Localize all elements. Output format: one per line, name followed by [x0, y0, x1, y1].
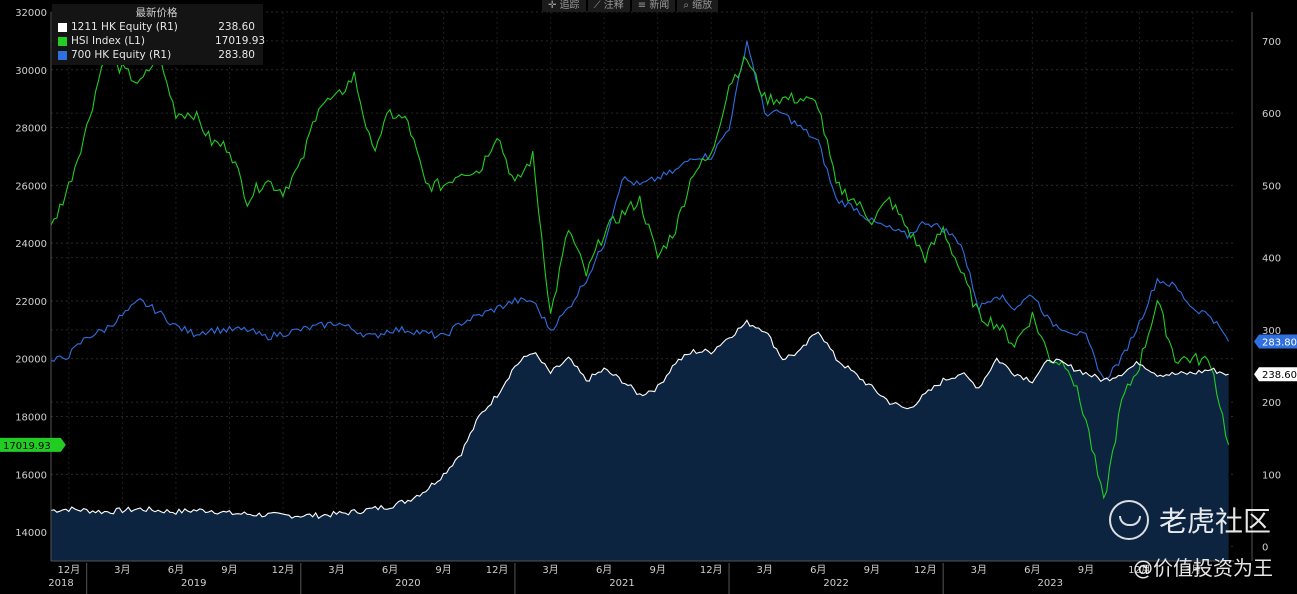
year-label-2020: 2020	[395, 578, 420, 589]
tick-left-28000: 28000	[15, 124, 47, 135]
tick-x-14: 6月	[810, 564, 826, 576]
tick-left-22000: 22000	[15, 297, 47, 308]
tick-left-30000: 30000	[15, 66, 47, 77]
last-tag-hsi-shape	[0, 437, 66, 452]
tick-right-100: 100	[1262, 470, 1281, 481]
tick-left-16000: 16000	[15, 470, 47, 481]
series-lines	[50, 40, 1230, 520]
legend-value-hsi: 17019.93	[215, 35, 266, 47]
tick-x-1: 3月	[114, 564, 130, 576]
year-label-2021: 2021	[609, 578, 634, 589]
tick-x-3: 9月	[221, 564, 237, 576]
legend-swatch-700	[58, 50, 67, 60]
legend: 最新价格 1211 HK Equity (R1) 238.60 HSI Inde…	[52, 4, 266, 65]
area-1211	[51, 320, 1229, 561]
tick-right-0: 0	[1262, 543, 1268, 554]
tiger-logo-icon	[1108, 500, 1149, 540]
tick-right-500: 500	[1262, 181, 1281, 192]
legend-entry-1211[interactable]: 1211 HK Equity (R1) 238.60	[58, 20, 255, 34]
tick-right-600: 600	[1262, 109, 1281, 120]
line-700	[50, 40, 1230, 380]
tick-x-6: 6月	[382, 564, 398, 576]
line-hsi	[50, 52, 1230, 500]
tick-x-9: 3月	[542, 564, 558, 576]
axes: 14000 16000 18000 20000 22000 24000 26000 28000…	[0, 8, 1297, 594]
tick-x-13: 3月	[757, 564, 773, 576]
watermark-handle: @价值投资为王	[1133, 556, 1273, 580]
legend-value-1211: 238.60	[218, 21, 255, 33]
watermark-brand-text: 老虎社区	[1158, 505, 1271, 538]
toolbar-track-button[interactable]: ✛ 追踪	[542, 0, 586, 12]
tick-x-16: 12月	[914, 564, 937, 576]
tick-x-10: 6月	[596, 564, 612, 576]
tick-x-21: 3月	[1185, 564, 1201, 576]
year-label-2019: 2019	[181, 578, 206, 589]
year-label-2023: 2023	[1037, 578, 1062, 589]
toolbar-annotate-button[interactable]: ⟋ 注释	[587, 0, 630, 12]
tick-right-300: 300	[1262, 326, 1281, 337]
tick-left-26000: 26000	[15, 181, 47, 192]
tick-x-8: 12月	[486, 564, 509, 576]
year-label-2022: 2022	[823, 578, 848, 589]
legend-name-1211: 1211 HK Equity (R1)	[71, 21, 178, 33]
line-1211	[50, 319, 1229, 520]
year-label-2018: 2018	[48, 578, 73, 589]
chart-toolbar: ✛ 追踪 ⟋ 注释 ≡ 新闻 ⌕ 缩放	[542, 0, 719, 12]
tick-right-700: 700	[1262, 37, 1281, 48]
last-tag-700-text: 283.80	[1262, 338, 1297, 349]
legend-name-hsi: HSI Index (L1)	[71, 35, 145, 47]
tick-x-15: 9月	[864, 564, 880, 576]
legend-entry-hsi[interactable]: HSI Index (L1) 17019.93	[58, 34, 266, 48]
tick-x-20: 12月	[1128, 564, 1151, 576]
tick-x-0: 12月	[57, 564, 80, 576]
legend-header: 最新价格	[135, 7, 178, 19]
tick-x-4: 12月	[272, 564, 295, 576]
last-tag-1211-text: 238.60	[1262, 370, 1297, 381]
tick-x-11: 9月	[649, 564, 665, 576]
legend-name-700: 700 HK Equity (R1)	[71, 49, 172, 61]
last-tag-1211: 238.60	[1254, 367, 1297, 382]
tick-x-19: 9月	[1078, 564, 1094, 576]
last-tag-1211-shape	[1254, 367, 1297, 382]
tick-x-5: 3月	[328, 564, 344, 576]
tick-right-400: 400	[1262, 254, 1281, 265]
tick-x-18: 6月	[1024, 564, 1040, 576]
last-tag-700: 283.80	[1254, 334, 1297, 349]
toolbar-zoom-button[interactable]: ⌕ 缩放	[677, 0, 719, 12]
last-tag-hsi-text: 17019.93	[3, 441, 51, 452]
legend-entry-700[interactable]: 700 HK Equity (R1) 283.80	[58, 48, 255, 62]
toolbar-news-button[interactable]: ≡ 新闻	[631, 0, 676, 12]
legend-swatch-hsi	[58, 36, 67, 46]
legend-value-700: 283.80	[218, 49, 255, 61]
tick-x-2: 6月	[168, 564, 184, 576]
last-tag-700-shape	[1254, 334, 1297, 349]
tick-x-17: 3月	[971, 564, 987, 576]
tick-left-32000: 32000	[15, 8, 47, 19]
watermark-brand: 老虎社区	[1108, 500, 1271, 540]
legend-swatch-1211	[58, 22, 67, 32]
area-fill-1211	[51, 320, 1229, 561]
tick-x-12: 12月	[700, 564, 723, 576]
tick-x-7: 9月	[435, 564, 451, 576]
tick-left-18000: 18000	[15, 413, 47, 424]
tick-left-20000: 20000	[15, 355, 47, 366]
tick-left-14000: 14000	[15, 528, 47, 539]
tick-left-24000: 24000	[15, 239, 47, 250]
tick-right-200: 200	[1262, 398, 1281, 409]
last-tag-hsi: 17019.93	[0, 437, 66, 452]
